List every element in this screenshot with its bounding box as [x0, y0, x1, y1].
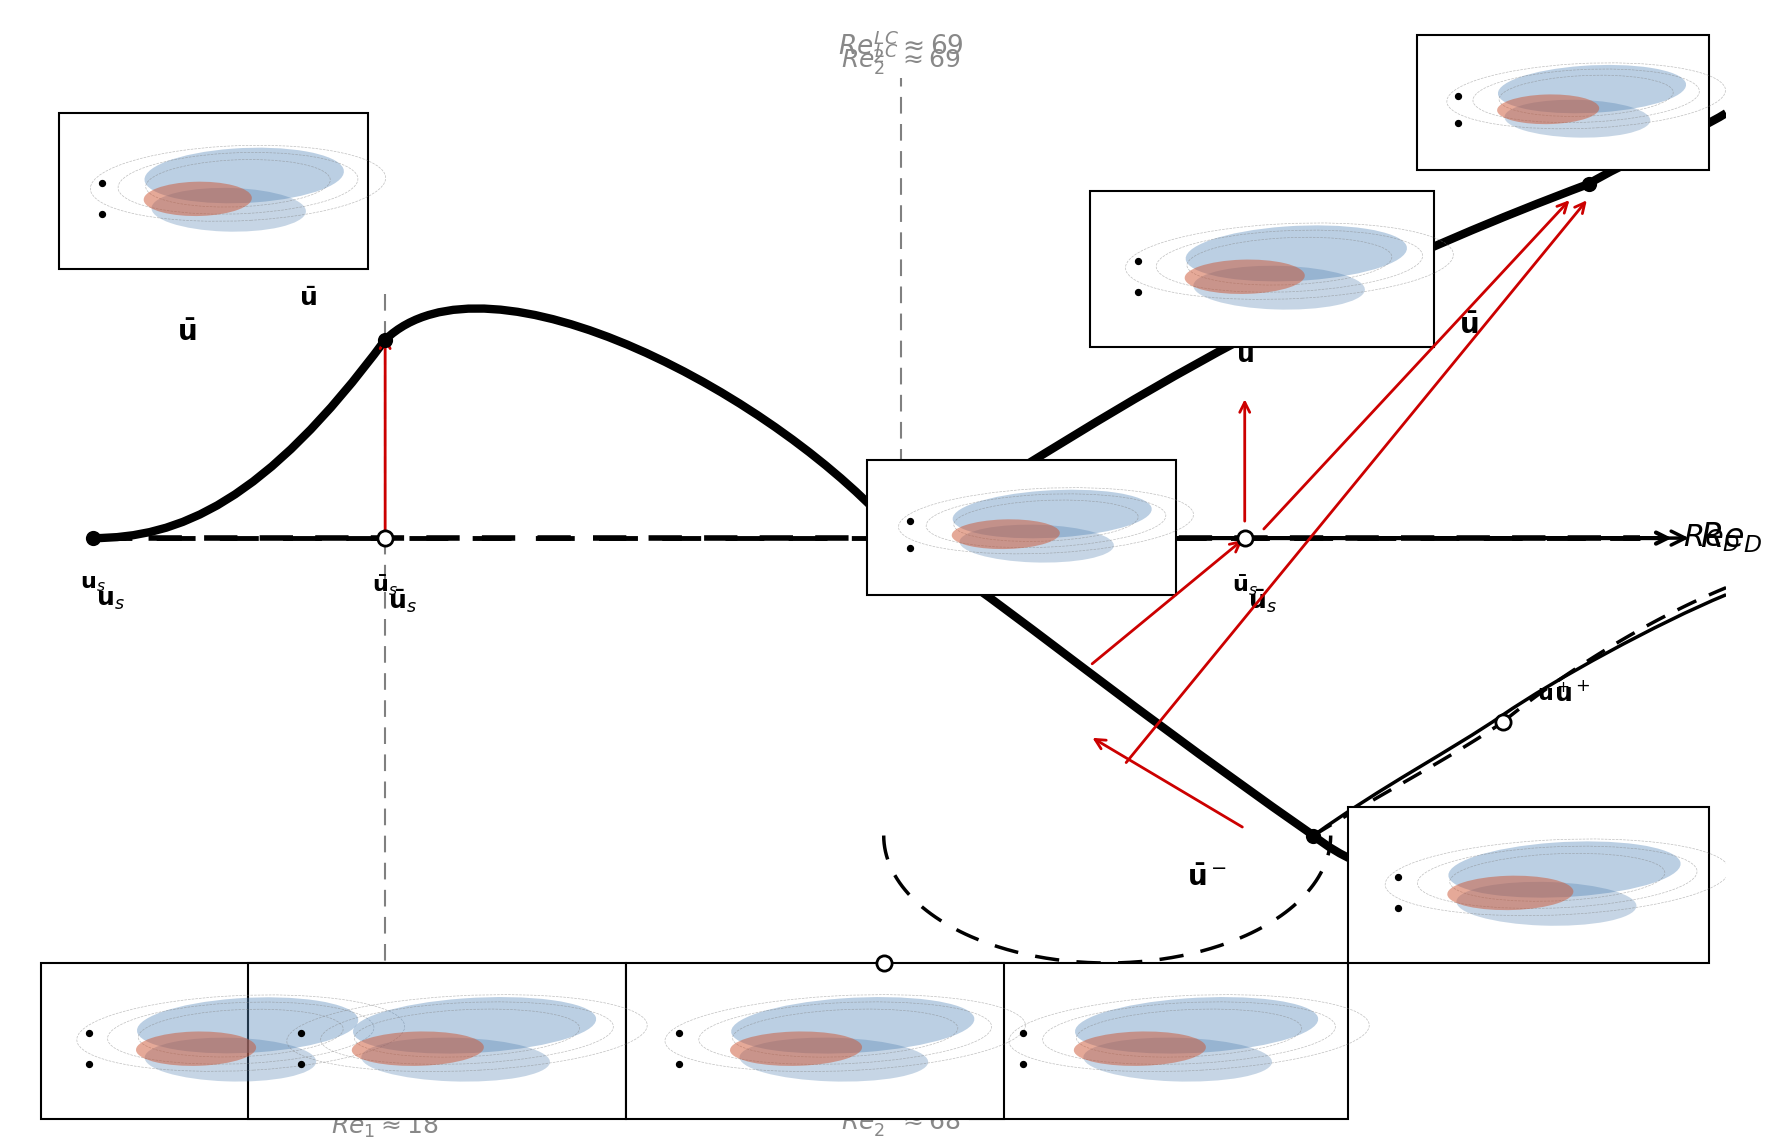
- Bar: [627, 963, 1005, 1118]
- Ellipse shape: [1083, 1038, 1273, 1082]
- Text: $\mathbf{\bar{u}}^-$: $\mathbf{\bar{u}}^-$: [1347, 864, 1384, 888]
- Text: $Re_2^{LC} \approx 69$: $Re_2^{LC} \approx 69$: [838, 28, 964, 63]
- Ellipse shape: [1498, 65, 1686, 114]
- Ellipse shape: [1448, 842, 1681, 898]
- Text: $\mathbf{\bar{u}}$: $\mathbf{\bar{u}}$: [178, 319, 195, 346]
- Ellipse shape: [951, 520, 1060, 549]
- Ellipse shape: [731, 997, 974, 1054]
- Point: [75, 1055, 103, 1074]
- Text: $Re_D$: $Re_D$: [1700, 521, 1763, 555]
- Ellipse shape: [1447, 875, 1573, 910]
- Bar: [1416, 36, 1709, 170]
- Ellipse shape: [953, 490, 1152, 538]
- Point: [896, 512, 925, 530]
- Point: [1008, 1055, 1037, 1074]
- Ellipse shape: [1193, 266, 1365, 310]
- Text: $Re_1 \approx 18$: $Re_1 \approx 18$: [332, 1114, 438, 1140]
- Point: [286, 1055, 314, 1074]
- Bar: [41, 963, 385, 1118]
- Point: [87, 174, 115, 193]
- Point: [664, 1024, 692, 1043]
- Point: [1384, 899, 1413, 918]
- Point: [286, 1024, 314, 1043]
- Text: $\mathbf{u}_s$: $\mathbf{u}_s$: [80, 574, 106, 593]
- Text: $Re_2^{LC} \approx 69$: $Re_2^{LC} \approx 69$: [841, 44, 960, 78]
- Point: [1124, 283, 1152, 302]
- Bar: [866, 460, 1177, 595]
- Text: $Re_2^{SS} \approx 68$: $Re_2^{SS} \approx 68$: [841, 1106, 960, 1140]
- Ellipse shape: [144, 148, 344, 203]
- Ellipse shape: [146, 1038, 316, 1082]
- Text: $\mathbf{u}_s$: $\mathbf{u}_s$: [96, 587, 124, 611]
- Point: [371, 529, 399, 547]
- Ellipse shape: [1505, 100, 1651, 138]
- Bar: [1347, 807, 1709, 963]
- Text: $\mathbf{u}^+$: $\mathbf{u}^+$: [1537, 682, 1569, 705]
- Ellipse shape: [1184, 259, 1305, 294]
- Text: $\mathbf{u}^-$: $\mathbf{u}^-$: [868, 1020, 900, 1039]
- Ellipse shape: [353, 997, 596, 1054]
- Point: [1443, 87, 1471, 106]
- Point: [87, 205, 115, 224]
- Text: $Re_2^{SS} \approx 68$: $Re_2^{SS} \approx 68$: [838, 1054, 964, 1091]
- Point: [75, 1024, 103, 1043]
- Text: $\mathbf{\bar{u}}_s$: $\mathbf{\bar{u}}_s$: [373, 574, 398, 598]
- Text: $Re_D$: $Re_D$: [1683, 523, 1741, 554]
- Text: $\mathbf{\bar{u}}_s$: $\mathbf{\bar{u}}_s$: [389, 587, 417, 615]
- Ellipse shape: [137, 1031, 256, 1066]
- Text: $Re_1 \approx 18$: $Re_1 \approx 18$: [328, 1062, 442, 1091]
- Text: $\mathbf{\bar{u}}$: $\mathbf{\bar{u}}$: [298, 288, 316, 312]
- Point: [664, 1055, 692, 1074]
- Point: [896, 538, 925, 556]
- Ellipse shape: [740, 1038, 928, 1082]
- Ellipse shape: [960, 524, 1115, 562]
- Text: $\mathbf{\bar{u}}^-$: $\mathbf{\bar{u}}^-$: [1187, 864, 1228, 892]
- Point: [1299, 826, 1328, 844]
- Text: $\mathbf{\bar{u}}$: $\mathbf{\bar{u}}$: [1459, 312, 1479, 340]
- Text: $\mathbf{\bar{u}}^+$: $\mathbf{\bar{u}}^+$: [1569, 114, 1608, 141]
- Point: [870, 954, 898, 973]
- Text: $\mathbf{u}^+$: $\mathbf{u}^+$: [1555, 681, 1590, 707]
- Point: [1489, 713, 1518, 732]
- Ellipse shape: [1496, 94, 1599, 124]
- Text: $\mathbf{u}^-$: $\mathbf{u}^-$: [866, 1013, 902, 1037]
- Ellipse shape: [351, 1031, 485, 1066]
- Point: [78, 529, 106, 547]
- Point: [1230, 529, 1258, 547]
- Point: [371, 330, 399, 349]
- Ellipse shape: [137, 997, 359, 1053]
- Text: $\mathbf{\bar{u}}^+$: $\mathbf{\bar{u}}^+$: [1571, 124, 1606, 149]
- Text: $\mathbf{\bar{u}}$: $\mathbf{\bar{u}}$: [1235, 344, 1253, 368]
- Ellipse shape: [1074, 1031, 1205, 1066]
- Ellipse shape: [362, 1038, 550, 1082]
- Text: $\mathbf{\bar{u}}_s$: $\mathbf{\bar{u}}_s$: [1248, 587, 1276, 615]
- Bar: [59, 114, 367, 270]
- Ellipse shape: [1186, 225, 1408, 281]
- Bar: [1090, 192, 1434, 346]
- Bar: [249, 963, 627, 1118]
- Ellipse shape: [1457, 882, 1637, 926]
- Ellipse shape: [151, 188, 305, 232]
- Ellipse shape: [144, 181, 252, 216]
- Point: [1124, 252, 1152, 271]
- Ellipse shape: [730, 1031, 863, 1066]
- Point: [1443, 114, 1471, 132]
- Point: [1008, 1024, 1037, 1043]
- Point: [1384, 868, 1413, 887]
- Text: $\mathbf{\bar{u}}_s$: $\mathbf{\bar{u}}_s$: [1232, 574, 1258, 598]
- Point: [1574, 174, 1603, 193]
- Ellipse shape: [1076, 997, 1319, 1054]
- Bar: [969, 963, 1347, 1118]
